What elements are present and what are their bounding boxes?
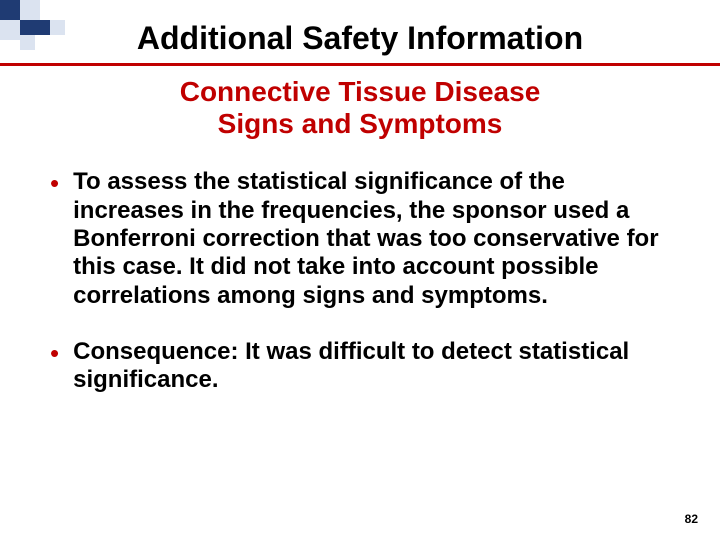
bullet-text: To assess the statistical significance o… (73, 168, 670, 310)
content-area: • To assess the statistical significance… (0, 140, 720, 394)
bullet-icon: • (50, 170, 59, 196)
bullet-text: Consequence: It was difficult to detect … (73, 338, 670, 395)
bullet-icon: • (50, 340, 59, 366)
page-number: 82 (685, 512, 698, 526)
subtitle-line-2: Signs and Symptoms (0, 108, 720, 140)
subtitle-area: Connective Tissue Disease Signs and Symp… (0, 76, 720, 140)
corner-decoration (0, 0, 90, 60)
bullet-item: • Consequence: It was difficult to detec… (50, 338, 670, 395)
page-title: Additional Safety Information (0, 20, 720, 57)
subtitle-line-1: Connective Tissue Disease (0, 76, 720, 108)
bullet-item: • To assess the statistical significance… (50, 168, 670, 310)
title-underline (0, 63, 720, 66)
title-area: Additional Safety Information (0, 0, 720, 66)
